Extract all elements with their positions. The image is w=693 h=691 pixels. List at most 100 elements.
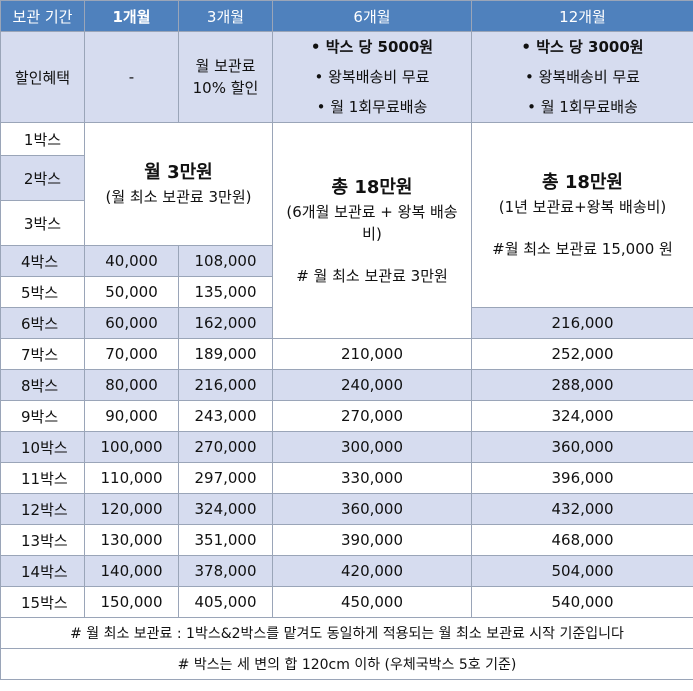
cell-1month: 50,000: [84, 276, 179, 308]
merged-12month-note: #월 최소 보관료 15,000 원: [492, 240, 673, 258]
table-row: 5박스 50,000 135,000: [0, 276, 693, 308]
table-row: 6박스 60,000 162,000 216,000: [0, 307, 693, 339]
cell-1month: 130,000: [84, 524, 179, 556]
note-row: # 월 최소 보관료 : 1박스&2박스를 맡겨도 동일하게 적용되는 월 최소…: [0, 617, 693, 649]
cell-12month: 396,000: [471, 462, 693, 494]
cell-3month: 108,000: [178, 245, 273, 277]
cell-12month: 360,000: [471, 431, 693, 463]
cell-1month: 40,000: [84, 245, 179, 277]
table-row: 12박스 120,000 324,000 360,000 432,000: [0, 493, 693, 525]
merged-1-3month-sub: (월 최소 보관료 3만원): [105, 188, 252, 206]
cell-12month: 288,000: [471, 369, 693, 401]
header-1month: 1개월: [84, 0, 179, 32]
merged-1-3month-title: 월 3만원: [144, 162, 213, 183]
cell-1month: 60,000: [84, 307, 179, 339]
discount-6month-item: • 월 1회무료배송: [316, 98, 428, 116]
header-12month: 12개월: [471, 0, 693, 32]
cell-12month: 540,000: [471, 586, 693, 618]
cell-3month: 270,000: [178, 431, 273, 463]
discount-1month: -: [84, 31, 179, 123]
table-row: 3박스: [0, 200, 693, 246]
row-label: 3박스: [0, 200, 85, 246]
merged-6month: 총 18만원 (6개월 보관료 + 왕복 배송비) # 월 최소 보관료 3만원: [272, 122, 472, 339]
table-row: 1박스 월 3만원 (월 최소 보관료 3만원) 총 18만원 (6개월 보관료…: [0, 122, 693, 339]
header-period: 보관 기간: [0, 0, 85, 32]
table-row: 15박스 150,000 405,000 450,000 540,000: [0, 586, 693, 618]
discount-12month: • 박스 당 3000원 • 왕복배송비 무료 • 월 1회무료배송: [471, 31, 693, 123]
table-row: 14박스 140,000 378,000 420,000 504,000: [0, 555, 693, 587]
row-label: 7박스: [0, 338, 85, 370]
cell-12month: 252,000: [471, 338, 693, 370]
table-row: 13박스 130,000 351,000 390,000 468,000: [0, 524, 693, 556]
discount-6month-item: • 박스 당 5000원: [310, 38, 434, 56]
note-row: # 박스는 세 변의 합 120cm 이하 (우체국박스 5호 기준): [0, 648, 693, 680]
row-label: 1박스: [0, 122, 85, 156]
note-text: # 박스는 세 변의 합 120cm 이하 (우체국박스 5호 기준): [0, 648, 693, 680]
cell-6month: 330,000: [272, 462, 472, 494]
cell-1month: 140,000: [84, 555, 179, 587]
cell-3month: 378,000: [178, 555, 273, 587]
cell-6month: 300,000: [272, 431, 472, 463]
discount-6month-item: • 왕복배송비 무료: [314, 68, 430, 86]
table-row: 9박스 90,000 243,000 270,000 324,000: [0, 400, 693, 432]
cell-12month: 432,000: [471, 493, 693, 525]
table-row: 8박스 80,000 216,000 240,000 288,000: [0, 369, 693, 401]
cell-3month: 405,000: [178, 586, 273, 618]
row-label: 15박스: [0, 586, 85, 618]
cell-3month: 243,000: [178, 400, 273, 432]
cell-1month: 150,000: [84, 586, 179, 618]
header-row: 보관 기간 1개월 3개월 6개월 12개월: [0, 0, 693, 32]
merged-6month-note: # 월 최소 보관료 3만원: [296, 266, 448, 285]
row-label: 5박스: [0, 276, 85, 308]
cell-1month: 120,000: [84, 493, 179, 525]
cell-3month: 324,000: [178, 493, 273, 525]
discount-12month-item: • 박스 당 3000원: [521, 38, 644, 56]
merged-1-3month: 월 3만원 (월 최소 보관료 3만원): [84, 122, 273, 246]
cell-6month: 270,000: [272, 400, 472, 432]
header-3month: 3개월: [178, 0, 273, 32]
table-row: 7박스 70,000 189,000 210,000 252,000: [0, 338, 693, 370]
cell-3month: 216,000: [178, 369, 273, 401]
cell-3month: 189,000: [178, 338, 273, 370]
discount-row: 할인혜택 - 월 보관료 10% 할인 • 박스 당 5000원 • 왕복배송비…: [0, 31, 693, 123]
cell-3month: 162,000: [178, 307, 273, 339]
table-row: 4박스 40,000 108,000: [0, 245, 693, 277]
discount-12month-item: • 왕복배송비 무료: [525, 68, 640, 86]
row-label: 10박스: [0, 431, 85, 463]
row-label: 11박스: [0, 462, 85, 494]
row-label: 12박스: [0, 493, 85, 525]
cell-1month: 100,000: [84, 431, 179, 463]
row-label: 13박스: [0, 524, 85, 556]
cell-6month: 240,000: [272, 369, 472, 401]
table-row: 10박스 100,000 270,000 300,000 360,000: [0, 431, 693, 463]
row-label: 2박스: [0, 155, 85, 201]
row-label: 14박스: [0, 555, 85, 587]
cell-6month: 420,000: [272, 555, 472, 587]
table-row: 2박스: [0, 155, 693, 201]
discount-3month: 월 보관료 10% 할인: [178, 31, 273, 123]
cell-6month: 450,000: [272, 586, 472, 618]
row-label: 4박스: [0, 245, 85, 277]
merged-12month-title: 총 18만원: [542, 172, 623, 193]
cell-1month: 70,000: [84, 338, 179, 370]
cell-3month: 297,000: [178, 462, 273, 494]
discount-label: 할인혜택: [0, 31, 85, 123]
merged-6month-title: 총 18만원: [331, 176, 413, 198]
discount-3month-line1: 월 보관료: [195, 57, 256, 75]
cell-12month: 216,000: [471, 307, 693, 339]
cell-3month: 351,000: [178, 524, 273, 556]
table-row: 11박스 110,000 297,000 330,000 396,000: [0, 462, 693, 494]
cell-6month: 210,000: [272, 338, 472, 370]
cell-12month: 468,000: [471, 524, 693, 556]
row-label: 9박스: [0, 400, 85, 432]
cell-1month: 110,000: [84, 462, 179, 494]
cell-12month: 504,000: [471, 555, 693, 587]
discount-6month: • 박스 당 5000원 • 왕복배송비 무료 • 월 1회무료배송: [272, 31, 472, 123]
cell-12month: 324,000: [471, 400, 693, 432]
merged-12month-sub: (1년 보관료+왕복 배송비): [498, 198, 667, 216]
merged-6month-sub: (6개월 보관료 + 왕복 배송비): [286, 202, 458, 243]
row-label: 8박스: [0, 369, 85, 401]
cell-1month: 90,000: [84, 400, 179, 432]
cell-6month: 360,000: [272, 493, 472, 525]
